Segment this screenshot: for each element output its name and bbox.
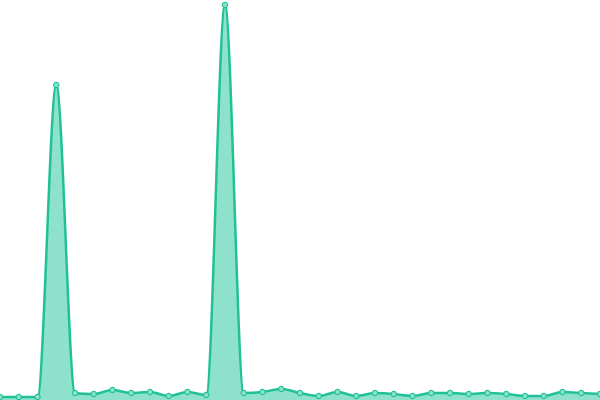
- data-point: [465, 390, 472, 398]
- data-point: [259, 388, 266, 396]
- data-point: [0, 393, 4, 400]
- data-point: [540, 392, 547, 400]
- data-point: [315, 392, 322, 400]
- data-point: [221, 1, 229, 9]
- data-point: [390, 390, 397, 398]
- data-point: [184, 388, 191, 396]
- data-point: [146, 388, 154, 396]
- data-point: [278, 385, 285, 393]
- data-point: [521, 392, 529, 400]
- data-point: [165, 392, 172, 400]
- data-point: [371, 389, 379, 397]
- area-line: [0, 3, 600, 399]
- data-point: [71, 389, 79, 397]
- data-point: [484, 389, 491, 397]
- data-point: [334, 388, 341, 396]
- data-point: [34, 393, 41, 400]
- data-point: [109, 386, 116, 394]
- data-point: [503, 390, 510, 398]
- data-point: [428, 389, 435, 397]
- data-point: [128, 389, 135, 397]
- data-point: [53, 81, 60, 89]
- data-point: [596, 390, 600, 398]
- data-point: [409, 392, 416, 400]
- area-fill: [0, 5, 600, 400]
- data-point: [353, 392, 360, 400]
- data-point: [578, 389, 585, 397]
- data-point: [90, 390, 97, 398]
- data-point: [296, 389, 304, 397]
- data-point: [203, 391, 210, 399]
- data-point: [446, 389, 454, 397]
- data-point: [240, 389, 247, 397]
- data-point: [559, 388, 566, 396]
- data-point: [15, 393, 22, 400]
